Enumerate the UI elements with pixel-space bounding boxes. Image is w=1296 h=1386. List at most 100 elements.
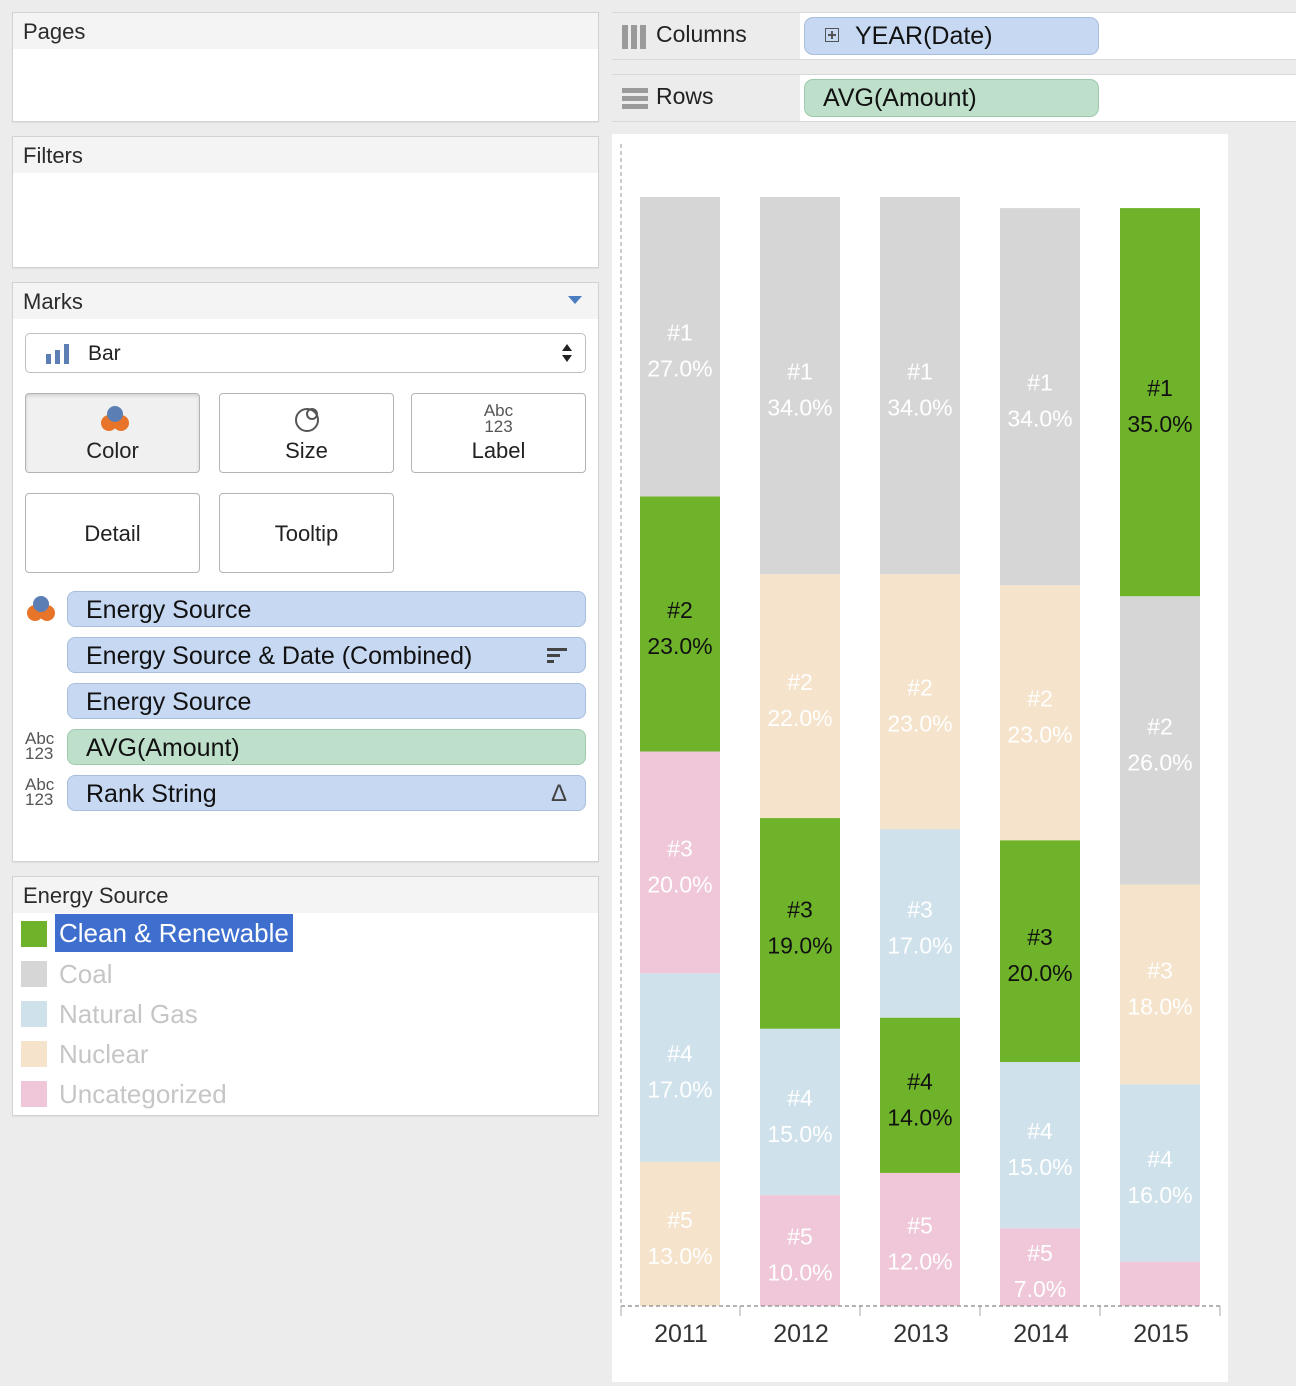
x-tick-label: 2012 — [773, 1320, 829, 1348]
data-label-value: 20.0% — [647, 871, 712, 897]
data-label-value: 22.0% — [767, 705, 832, 731]
data-label-rank: #1 — [667, 320, 693, 346]
bar-segment[interactable] — [1000, 840, 1080, 1063]
data-label-rank: #5 — [787, 1224, 813, 1250]
marks-card: Marks Bar Color Size Abc 123 Label — [12, 282, 599, 862]
data-label-rank: #1 — [1147, 375, 1173, 401]
bar-segment[interactable] — [640, 496, 720, 752]
bar-segment[interactable] — [1000, 1228, 1080, 1306]
data-label-value: 17.0% — [647, 1077, 712, 1103]
pill-energy-source-date-combined[interactable]: Energy Source & Date (Combined) — [67, 637, 586, 673]
tooltip-button[interactable]: Tooltip — [219, 493, 394, 573]
pill-avg-amount-rows[interactable]: AVG(Amount) — [804, 79, 1099, 117]
data-label-value: 23.0% — [1007, 722, 1072, 748]
data-label-value: 14.0% — [887, 1104, 952, 1130]
pill-label: AVG(Amount) — [86, 734, 240, 762]
filters-card[interactable]: Filters — [12, 136, 599, 268]
data-label-rank: #4 — [907, 1068, 933, 1094]
x-tick-label: 2011 — [654, 1320, 708, 1348]
mark-type-value: Bar — [88, 342, 121, 365]
bar-segment[interactable] — [880, 829, 960, 1018]
color-circles-icon — [101, 406, 129, 431]
data-label-rank: #3 — [1027, 924, 1053, 950]
bar-segment[interactable] — [640, 1161, 720, 1306]
bar-segment[interactable] — [880, 1017, 960, 1173]
bar-segment[interactable] — [880, 197, 960, 575]
legend-swatch — [21, 1041, 47, 1067]
bar-segment[interactable] — [640, 751, 720, 974]
bar-segment[interactable] — [760, 1028, 840, 1196]
bar-segment[interactable] — [760, 574, 840, 819]
legend-label: Natural Gas — [59, 999, 198, 1029]
bar-segment[interactable] — [1120, 1084, 1200, 1262]
marks-title: Marks — [13, 283, 598, 319]
x-tick-label: 2013 — [893, 1320, 949, 1348]
columns-shelf[interactable]: Columns YEAR(Date) — [612, 12, 1296, 60]
legend-swatch — [21, 1001, 47, 1027]
expand-plus-icon[interactable] — [825, 28, 839, 42]
data-label-value: 12.0% — [887, 1248, 952, 1274]
data-label-rank: #1 — [907, 359, 933, 385]
bar-segment[interactable] — [1000, 585, 1080, 841]
bar-chart-icon — [46, 344, 69, 364]
abc-123-icon: Abc 123 — [25, 729, 55, 763]
bar-segment[interactable] — [1120, 596, 1200, 885]
legend-swatch — [21, 921, 47, 947]
bar-segment[interactable] — [880, 1172, 960, 1306]
bar-segment[interactable] — [640, 197, 720, 497]
tooltip-button-label: Tooltip — [274, 521, 339, 546]
legend-swatch — [21, 1081, 47, 1107]
mark-type-select[interactable]: Bar — [25, 333, 586, 373]
bar-segment[interactable] — [760, 197, 840, 575]
size-button[interactable]: Size — [219, 393, 394, 473]
label-button[interactable]: Abc 123 Label — [411, 393, 586, 473]
stacked-bar-chart: #5 13.0% #4 17.0% #3 20.0% #2 23.0% #1 27.0% 2011 #… — [620, 144, 1222, 1348]
pill-year-date[interactable]: YEAR(Date) — [804, 17, 1099, 55]
pill-label: Energy Source — [86, 596, 252, 624]
select-arrows-icon — [562, 344, 572, 362]
data-label-rank: #3 — [1147, 957, 1173, 983]
data-label-value: 34.0% — [887, 395, 952, 421]
marks-menu-dropdown-icon[interactable] — [568, 296, 582, 304]
bar-segment[interactable] — [760, 1195, 840, 1306]
bar-segment[interactable] — [640, 973, 720, 1162]
data-label-rank: #2 — [1027, 686, 1053, 712]
legend-label: Clean & Renewable — [55, 914, 293, 952]
color-circles-icon — [27, 596, 55, 621]
bar-segment[interactable] — [880, 574, 960, 830]
abc-123-icon: Abc 123 — [483, 401, 514, 436]
pill-energy-source-color[interactable]: Energy Source — [67, 591, 586, 627]
data-label-rank: #4 — [787, 1085, 813, 1111]
columns-label: Columns — [656, 21, 747, 47]
data-label-rank: #4 — [667, 1041, 693, 1067]
data-label-rank: #5 — [1027, 1240, 1053, 1266]
pill-avg-amount-label[interactable]: AVG(Amount) — [67, 729, 586, 765]
color-button[interactable]: Color — [25, 393, 200, 473]
legend-title: Energy Source — [13, 877, 598, 913]
rows-icon — [622, 88, 648, 109]
data-label-rank: #2 — [787, 669, 813, 695]
data-label-rank: #3 — [667, 835, 693, 861]
pill-label: AVG(Amount) — [823, 84, 977, 112]
pill-label: Energy Source — [86, 688, 252, 716]
chart-area[interactable]: #5 13.0% #4 17.0% #3 20.0% #2 23.0% #1 27.0% 2011 #… — [612, 134, 1228, 1382]
bar-segment[interactable] — [1120, 884, 1200, 1085]
bar-segment[interactable] — [760, 818, 840, 1029]
data-label-rank: #5 — [667, 1207, 693, 1233]
legend-swatch — [21, 961, 47, 987]
bar-segment[interactable] — [1000, 208, 1080, 586]
pages-card[interactable]: Pages — [12, 12, 599, 122]
data-label-rank: #2 — [667, 597, 693, 623]
bar-segment[interactable] — [1000, 1062, 1080, 1229]
pages-title: Pages — [13, 13, 598, 49]
bar-segment[interactable] — [1120, 1261, 1200, 1306]
legend-label: Nuclear — [59, 1039, 149, 1069]
legend-card: Energy Source Clean & Renewable Coal Natur… — [12, 876, 599, 1116]
rows-shelf[interactable]: Rows AVG(Amount) — [612, 74, 1296, 122]
data-label-value: 13.0% — [647, 1243, 712, 1269]
detail-button[interactable]: Detail — [25, 493, 200, 573]
pill-energy-source-detail[interactable]: Energy Source — [67, 683, 586, 719]
pill-rank-string-label[interactable]: Rank String Δ — [67, 775, 586, 811]
bar-segment[interactable] — [1120, 208, 1200, 597]
pill-label: Rank String — [86, 780, 217, 808]
